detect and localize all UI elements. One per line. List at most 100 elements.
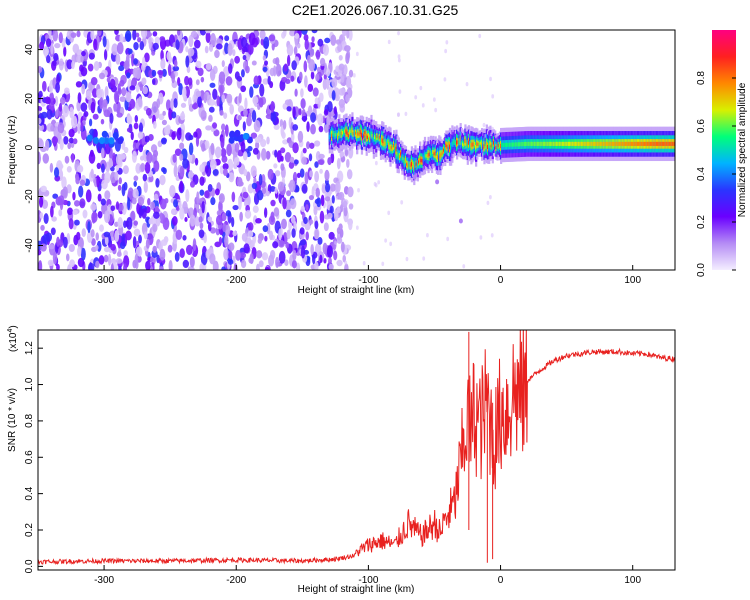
noise-speck	[434, 107, 438, 113]
noise-speck	[318, 125, 324, 133]
noise-speck	[79, 198, 86, 209]
signal-band	[652, 141, 655, 146]
noise-speck	[171, 216, 178, 226]
signal-band	[359, 130, 362, 135]
noise-speck	[87, 262, 95, 270]
signal-band	[429, 151, 433, 156]
signal-band	[391, 147, 394, 151]
noise-speck	[216, 38, 223, 46]
signal-band	[548, 141, 551, 146]
noise-speck	[115, 101, 121, 114]
signal-band	[378, 135, 381, 140]
signal-band	[591, 141, 594, 146]
signal-band	[662, 141, 666, 146]
burst-blob	[93, 136, 100, 144]
noise-speck	[103, 210, 111, 224]
noise-speck	[291, 60, 297, 71]
signal-band	[388, 142, 391, 147]
spectrogram-y-tick-label: 0	[24, 144, 35, 150]
noise-speck	[298, 71, 303, 82]
noise-speck	[337, 93, 341, 99]
noise-speck	[178, 83, 183, 96]
noise-speck	[340, 75, 345, 83]
signal-band	[440, 152, 443, 157]
noise-speck	[160, 239, 168, 246]
signal-band	[567, 141, 571, 146]
signal-band	[433, 152, 436, 156]
noise-speck	[220, 147, 227, 158]
signal-band	[645, 141, 648, 146]
colorbar-label: Normalized spectral amplitude	[737, 82, 748, 217]
noise-speck	[113, 103, 117, 112]
noise-speck	[144, 161, 151, 174]
noise-speck	[192, 238, 197, 252]
noise-speck	[387, 39, 391, 45]
signal-band	[442, 148, 446, 152]
noise-speck	[195, 79, 200, 86]
signal-band	[535, 141, 538, 146]
noise-speck	[205, 30, 212, 34]
noise-speck	[129, 85, 136, 91]
noise-speck	[126, 72, 131, 79]
noise-speck	[59, 138, 64, 151]
noise-speck	[242, 151, 248, 161]
noise-speck	[304, 38, 309, 50]
noise-speck	[139, 155, 145, 161]
noise-speck	[255, 218, 262, 224]
noise-speck	[111, 43, 119, 56]
snr-x-tick-label: -200	[226, 575, 246, 586]
noise-speck	[486, 200, 490, 206]
noise-speck	[133, 220, 138, 226]
noise-speck	[212, 88, 218, 100]
noise-speck	[405, 256, 409, 262]
noise-speck	[286, 106, 292, 112]
noise-speck	[294, 33, 300, 39]
noise-speck	[317, 159, 325, 165]
noise-speck	[148, 218, 153, 225]
noise-speck	[40, 224, 45, 231]
burst-blob	[101, 130, 108, 138]
noise-speck	[278, 250, 286, 264]
noise-speck	[90, 168, 94, 179]
noise-speck	[55, 82, 60, 94]
noise-speck	[42, 80, 47, 92]
noise-speck	[255, 141, 260, 150]
noise-speck	[333, 106, 337, 115]
noise-speck	[479, 235, 483, 240]
noise-speck	[90, 229, 95, 238]
noise-speck	[205, 125, 212, 131]
noise-speck	[45, 232, 52, 242]
noise-speck	[143, 181, 148, 194]
noise-speck	[247, 145, 253, 152]
noise-speck	[95, 260, 100, 269]
signal-band	[614, 141, 617, 146]
noise-speck	[179, 180, 184, 193]
signal-band	[635, 141, 638, 146]
noise-speck	[171, 72, 176, 84]
signal-band	[470, 143, 473, 148]
noise-speck	[300, 98, 306, 110]
noise-speck	[339, 228, 344, 238]
noise-speck	[102, 99, 108, 108]
noise-speck	[273, 207, 280, 217]
noise-speck	[80, 121, 84, 132]
signal-band	[426, 154, 429, 158]
signal-band	[544, 141, 547, 146]
noise-speck	[209, 227, 217, 234]
noise-speck	[114, 30, 119, 35]
noise-speck	[290, 132, 295, 142]
noise-speck	[170, 98, 174, 111]
signal-band	[491, 144, 494, 149]
signal-band	[623, 141, 626, 146]
burst-blob	[103, 137, 110, 145]
noise-speck	[54, 95, 59, 107]
noise-speck	[161, 119, 167, 126]
signal-band	[419, 157, 422, 162]
noise-speck	[458, 218, 463, 224]
noise-speck	[155, 177, 160, 188]
noise-speck	[51, 216, 57, 222]
noise-speck	[329, 183, 336, 192]
signal-band	[477, 142, 480, 146]
noise-speck	[96, 174, 100, 188]
noise-speck	[262, 225, 269, 233]
